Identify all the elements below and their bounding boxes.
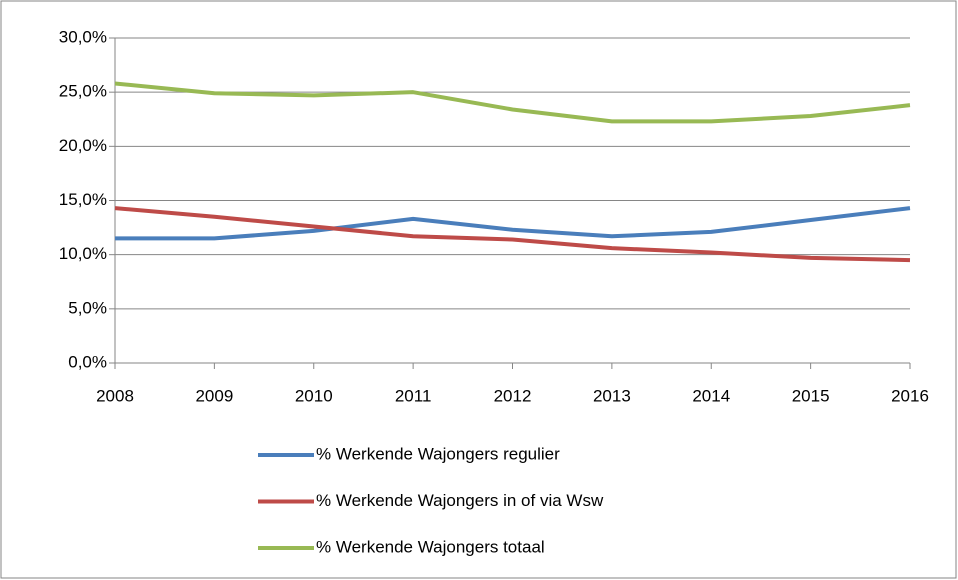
x-tick-label: 2012: [494, 386, 532, 405]
y-tick-label: 5,0%: [68, 298, 107, 317]
x-tick-label: 2008: [96, 386, 134, 405]
legend-label: % Werkende Wajongers regulier: [316, 444, 560, 463]
x-tick-label: 2014: [692, 386, 730, 405]
series-line: [114, 206, 911, 263]
legend-label: % Werkende Wajongers totaal: [316, 537, 545, 556]
x-tick-label: 2011: [395, 386, 432, 405]
y-tick-label: 20,0%: [59, 136, 107, 155]
x-tick-label: 2009: [195, 386, 233, 405]
y-tick-label: 30,0%: [59, 27, 107, 46]
y-tick-label: 25,0%: [59, 82, 107, 101]
x-tick-label: 2016: [891, 386, 929, 405]
y-tick-label: 0,0%: [68, 352, 107, 371]
legend-label: % Werkende Wajongers in of via Wsw: [316, 491, 604, 510]
series-line: [114, 81, 911, 124]
y-tick-label: 15,0%: [59, 190, 107, 209]
series-line: [115, 206, 911, 241]
x-tick-label: 2013: [593, 386, 631, 405]
x-tick-label: 2010: [295, 386, 333, 405]
x-tick-label: 2015: [792, 386, 830, 405]
y-tick-label: 10,0%: [59, 244, 107, 263]
